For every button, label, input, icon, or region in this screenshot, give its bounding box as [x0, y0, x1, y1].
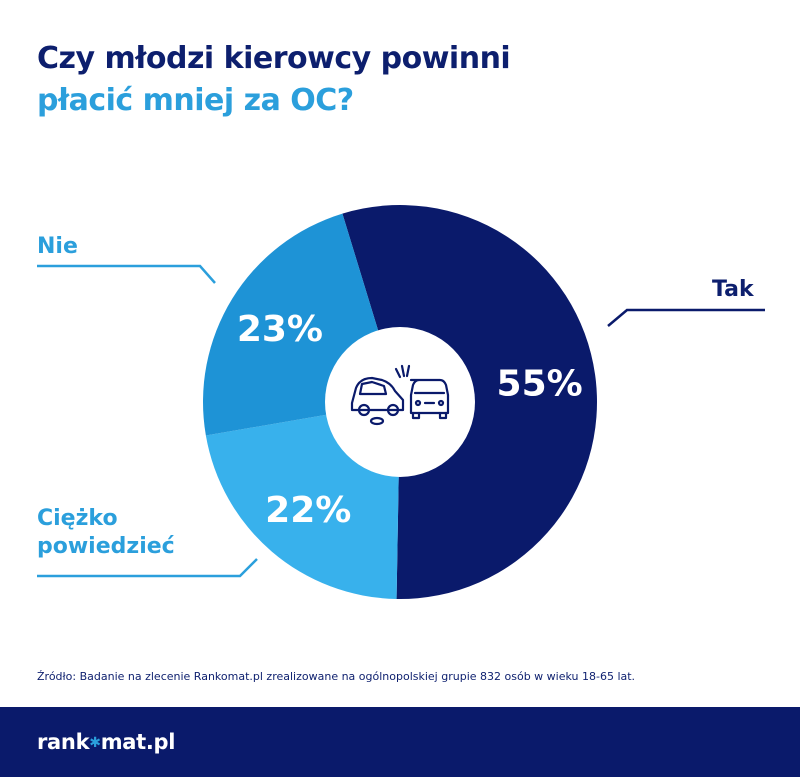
- legend-label-ciezko-line2: powiedzieć: [37, 534, 175, 559]
- donut-center: [325, 327, 475, 477]
- donut-chart: 55% 22% 23%: [37, 204, 765, 599]
- leader-line-tak: [607, 308, 765, 327]
- value-label-tak: 55%: [497, 363, 583, 404]
- value-label-ci-ko-powiedzie-: 22%: [265, 490, 351, 531]
- footer-bar: rank✱mat.pl: [0, 707, 800, 777]
- leader-line-nie: [37, 264, 216, 284]
- car-crash-icon: [350, 364, 450, 426]
- star-icon: ✱: [89, 735, 101, 751]
- title-line-2: płacić mniej za OC?: [37, 83, 354, 118]
- value-label-nie: 23%: [237, 309, 323, 350]
- logo-text-part1: rank: [37, 730, 90, 754]
- rankomat-logo[interactable]: rank✱mat.pl: [37, 730, 175, 754]
- legend-label-nie: Nie: [37, 234, 78, 259]
- page-title: Czy młodzi kierowcy powinni płacić mniej…: [37, 38, 511, 122]
- legend-label-tak: Tak: [712, 277, 754, 302]
- legend-label-ciezko: Ciężko powiedzieć: [37, 505, 175, 561]
- legend-label-ciezko-line1: Ciężko: [37, 506, 118, 531]
- title-line-1: Czy młodzi kierowcy powinni: [37, 41, 511, 76]
- logo-text-part2: mat.pl: [100, 730, 176, 754]
- source-note: Źródło: Badanie na zlecenie Rankomat.pl …: [37, 670, 636, 683]
- leader-line-ciezko: [37, 558, 258, 578]
